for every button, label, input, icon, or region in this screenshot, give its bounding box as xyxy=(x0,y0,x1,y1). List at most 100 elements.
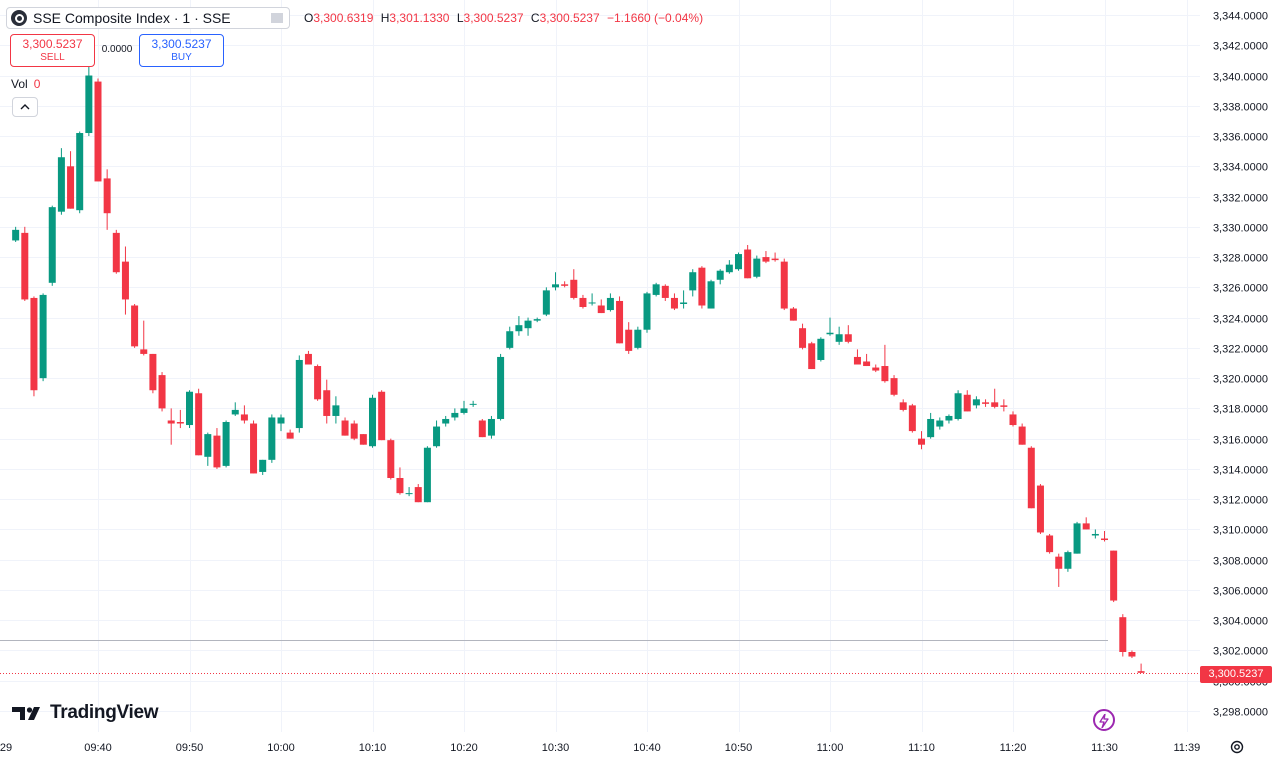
candle[interactable] xyxy=(643,291,651,333)
candle[interactable] xyxy=(789,307,797,321)
candle[interactable] xyxy=(497,353,505,421)
candle[interactable] xyxy=(561,281,569,288)
candle[interactable] xyxy=(735,252,742,271)
candle[interactable] xyxy=(991,388,999,409)
candle[interactable] xyxy=(140,320,148,356)
candle[interactable] xyxy=(195,388,203,456)
candle[interactable] xyxy=(12,226,20,242)
candle[interactable] xyxy=(890,375,898,397)
candle[interactable] xyxy=(48,205,56,286)
candle[interactable] xyxy=(817,337,825,362)
candle[interactable] xyxy=(423,446,431,503)
candle[interactable] xyxy=(698,266,706,309)
candle[interactable] xyxy=(369,394,376,448)
candle[interactable] xyxy=(670,293,678,311)
candle[interactable] xyxy=(625,322,633,354)
candle[interactable] xyxy=(533,317,541,323)
candle[interactable] xyxy=(433,420,441,448)
candle[interactable] xyxy=(707,279,715,309)
candle[interactable] xyxy=(240,405,248,424)
candle[interactable] xyxy=(881,344,889,383)
candle[interactable] xyxy=(908,403,916,433)
candle[interactable] xyxy=(1018,423,1026,445)
candle[interactable] xyxy=(1055,553,1063,587)
buy-button[interactable]: 3,300.5237 BUY xyxy=(139,34,224,67)
candle[interactable] xyxy=(1110,550,1118,603)
candle[interactable] xyxy=(552,272,559,291)
candle[interactable] xyxy=(259,459,267,475)
candle[interactable] xyxy=(167,408,175,445)
candle[interactable] xyxy=(414,484,422,503)
candle[interactable] xyxy=(176,409,184,429)
eye-icon[interactable] xyxy=(271,13,283,23)
collapse-button[interactable] xyxy=(12,97,38,117)
candle[interactable] xyxy=(286,429,294,439)
candle[interactable] xyxy=(634,326,642,350)
candle[interactable] xyxy=(1064,550,1072,572)
candle[interactable] xyxy=(332,396,340,424)
candle[interactable] xyxy=(844,325,852,344)
candle[interactable] xyxy=(982,399,990,407)
candle[interactable] xyxy=(725,260,733,274)
candle[interactable] xyxy=(762,251,770,264)
candle[interactable] xyxy=(451,408,459,421)
sell-button[interactable]: 3,300.5237 SELL xyxy=(10,34,95,67)
candle[interactable] xyxy=(927,412,935,439)
candle[interactable] xyxy=(341,417,349,436)
candle[interactable] xyxy=(1036,484,1044,534)
candle[interactable] xyxy=(661,284,669,301)
candle[interactable] xyxy=(1009,411,1017,427)
candle[interactable] xyxy=(378,390,386,441)
candle[interactable] xyxy=(112,229,120,274)
candle[interactable] xyxy=(863,353,871,367)
candle[interactable] xyxy=(478,418,486,438)
candle[interactable] xyxy=(149,353,157,394)
candle[interactable] xyxy=(359,434,367,445)
symbol-legend[interactable]: SSE Composite Index · 1 · SSE xyxy=(6,7,290,29)
candle[interactable] xyxy=(442,415,450,427)
candle[interactable] xyxy=(899,399,907,412)
candle[interactable] xyxy=(936,417,944,430)
candle[interactable] xyxy=(515,316,523,336)
candle[interactable] xyxy=(780,258,788,311)
candle[interactable] xyxy=(872,364,880,373)
lightning-button[interactable] xyxy=(1093,709,1115,731)
candle[interactable] xyxy=(1027,446,1035,509)
candle[interactable] xyxy=(606,293,614,312)
candle[interactable] xyxy=(918,431,925,450)
candle[interactable] xyxy=(103,169,111,230)
candle[interactable] xyxy=(94,78,102,182)
candle[interactable] xyxy=(469,400,477,407)
candle[interactable] xyxy=(57,148,65,215)
candle[interactable] xyxy=(30,296,38,397)
candle[interactable] xyxy=(121,246,129,315)
candle[interactable] xyxy=(460,400,468,415)
candle[interactable] xyxy=(268,414,276,463)
tradingview-logo[interactable]: TradingView xyxy=(12,702,159,724)
volume-legend[interactable]: Vol 0 xyxy=(11,77,40,91)
candle[interactable] xyxy=(396,467,404,495)
candle[interactable] xyxy=(597,299,605,314)
candle[interactable] xyxy=(67,151,75,209)
candle[interactable] xyxy=(1101,530,1108,542)
candle[interactable] xyxy=(222,420,230,468)
candle[interactable] xyxy=(1073,521,1081,554)
candle[interactable] xyxy=(186,390,193,429)
candle[interactable] xyxy=(405,487,413,497)
candle[interactable] xyxy=(1091,529,1099,539)
candle[interactable] xyxy=(295,355,303,433)
candle[interactable] xyxy=(76,131,84,214)
candle[interactable] xyxy=(808,341,816,370)
candle[interactable] xyxy=(1000,399,1008,412)
candle[interactable] xyxy=(158,372,166,412)
candle[interactable] xyxy=(963,390,971,412)
candle[interactable] xyxy=(1046,533,1054,554)
candle[interactable] xyxy=(588,293,596,306)
candle[interactable] xyxy=(39,293,47,382)
candle[interactable] xyxy=(652,282,660,297)
candle[interactable] xyxy=(972,396,980,409)
candle[interactable] xyxy=(314,364,322,401)
gear-icon[interactable] xyxy=(1229,739,1245,755)
candle[interactable] xyxy=(771,252,779,262)
